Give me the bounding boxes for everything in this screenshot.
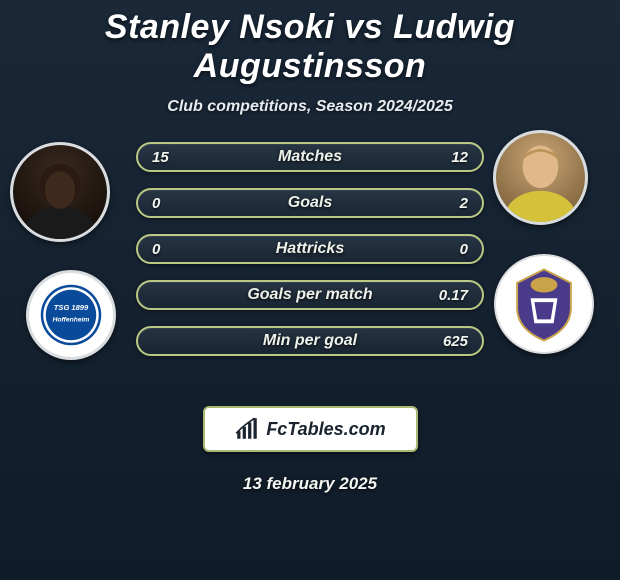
stat-value-right: 0.17 <box>428 287 468 304</box>
stat-row-matches: 15 Matches 12 <box>136 142 484 172</box>
svg-text:TSG 1899: TSG 1899 <box>54 303 89 312</box>
subtitle: Club competitions, Season 2024/2025 <box>0 98 620 116</box>
stat-value-left: 15 <box>152 149 192 166</box>
stat-value-right: 0 <box>428 241 468 258</box>
stat-value-left: 0 <box>152 241 192 258</box>
stat-rows: 15 Matches 12 0 Goals 2 0 Hattricks 0 Go… <box>136 142 484 372</box>
player-left-avatar <box>10 142 110 242</box>
brand-box: FcTables.com <box>203 406 418 452</box>
chart-icon <box>234 416 260 442</box>
stat-row-goals-per-match: Goals per match 0.17 <box>136 280 484 310</box>
stat-row-goals: 0 Goals 2 <box>136 188 484 218</box>
stat-value-left: 0 <box>152 195 192 212</box>
club-right-badge-img <box>496 256 592 352</box>
stat-row-min-per-goal: Min per goal 625 <box>136 326 484 356</box>
player-right-avatar <box>493 130 588 225</box>
comparison-card: Stanley Nsoki vs Ludwig Augustinsson Clu… <box>0 0 620 580</box>
stat-value-right: 12 <box>428 149 468 166</box>
player-left-avatar-img <box>13 145 107 239</box>
club-right-badge <box>494 254 594 354</box>
compare-area: TSG 1899 Hoffenheim 15 Matches 12 0 <box>0 142 620 392</box>
club-left-badge-img: TSG 1899 Hoffenheim <box>29 273 113 357</box>
page-title: Stanley Nsoki vs Ludwig Augustinsson <box>0 0 620 86</box>
stat-value-right: 2 <box>428 195 468 212</box>
stat-row-hattricks: 0 Hattricks 0 <box>136 234 484 264</box>
stat-value-right: 625 <box>428 333 468 350</box>
brand-text: FcTables.com <box>266 419 385 440</box>
player-right-avatar-img <box>496 133 585 222</box>
svg-text:Hoffenheim: Hoffenheim <box>53 317 90 324</box>
date-text: 13 february 2025 <box>0 474 620 494</box>
club-left-badge: TSG 1899 Hoffenheim <box>26 270 116 360</box>
